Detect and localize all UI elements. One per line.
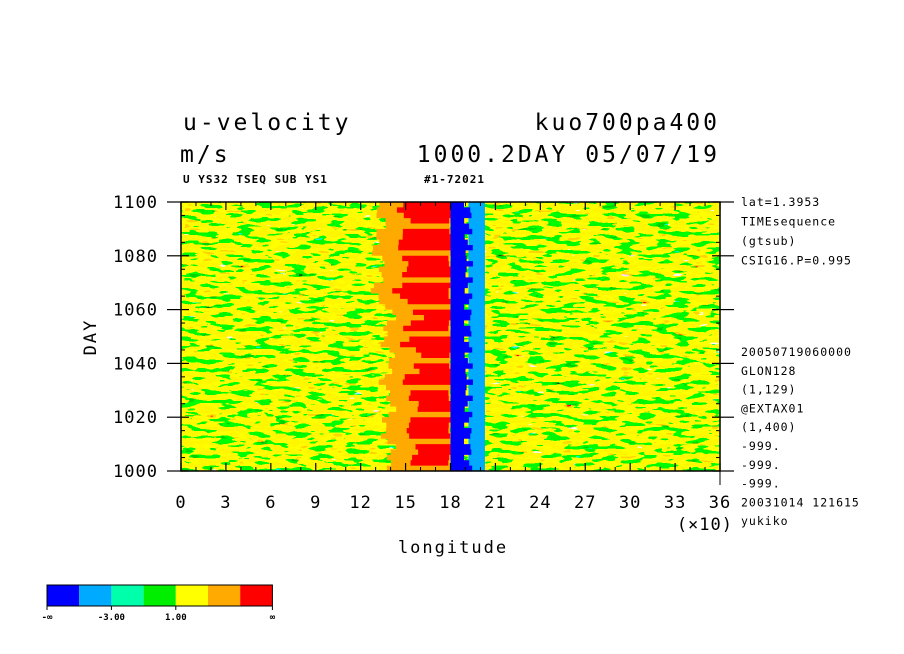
x-tick-label: 33 — [664, 493, 686, 513]
x-tick-label: 12 — [349, 493, 371, 513]
side-info-line: lat=1.3953 — [741, 195, 820, 209]
run-name: kuo700pa400 — [535, 110, 720, 136]
colorbar-swatch — [111, 585, 144, 606]
colorbar-swatch — [47, 585, 80, 606]
x-tick-label: 15 — [394, 493, 416, 513]
x-tick-label: 18 — [439, 493, 461, 513]
units-title: m/s — [180, 142, 231, 168]
heatmap-field — [181, 202, 720, 471]
westerly-band — [370, 202, 485, 471]
side-info-line: -999. — [741, 458, 781, 472]
colorbar-label: -∞ — [42, 613, 53, 623]
blue-band — [450, 202, 473, 471]
colorbar-swatch — [143, 585, 176, 606]
x-tick-label: 36 — [709, 493, 731, 513]
colorbar-label: -3.00 — [98, 613, 125, 623]
y-tick-label: 1020 — [113, 408, 158, 428]
colorbar-swatch — [175, 585, 208, 606]
x-tick-label: 6 — [265, 493, 276, 513]
x-tick-label: 21 — [484, 493, 506, 513]
side-info-line: TIMEsequence — [741, 215, 836, 229]
side-info-line: CSIG16.P=0.995 — [741, 254, 852, 268]
red-band — [392, 202, 453, 466]
colorbar-frame — [46, 584, 273, 607]
y-tick-label: 1000 — [113, 462, 158, 482]
side-info-line: 20050719060000 — [741, 345, 852, 359]
side-info-line: @EXTAX01 — [741, 401, 804, 415]
y-tick-label: 1080 — [113, 247, 158, 267]
colorbar-swatch — [240, 585, 273, 606]
y-axis-label: DAY — [81, 319, 101, 356]
side-info-line: (1,129) — [741, 383, 796, 397]
x-tick-label: 27 — [574, 493, 596, 513]
side-info-line: 20031014 121615 — [741, 495, 860, 509]
colorbar: -∞ -3.00 1.00 ∞ — [42, 584, 276, 623]
x-tick-label: 9 — [310, 493, 321, 513]
variable-title: u-velocity — [183, 110, 351, 136]
colorbar-swatch — [208, 585, 241, 606]
colorbar-label: 1.00 — [165, 613, 187, 623]
y-tick-label: 1100 — [113, 193, 158, 213]
x-tick-label: 3 — [220, 493, 231, 513]
colorbar-label: ∞ — [270, 613, 276, 623]
run-id: #1-72021 — [424, 173, 485, 186]
y-tick-label: 1060 — [113, 301, 158, 321]
cyan-band — [468, 202, 485, 471]
side-info-line: (1,400) — [741, 420, 796, 434]
x-axis-label: longitude — [398, 538, 508, 558]
side-info: lat=1.3953 TIMEsequence (gtsub) CSIG16.P=0.… — [741, 195, 860, 528]
y-tick-label: 1040 — [113, 354, 158, 374]
x-multiplier: (×10) — [677, 515, 733, 535]
side-info-line: (gtsub) — [741, 234, 796, 248]
x-tick-label: 0 — [175, 493, 186, 513]
side-info-line: -999. — [741, 439, 781, 453]
sub-line: U YS32 TSEQ SUB YS1 — [183, 173, 328, 186]
x-tick-label: 24 — [529, 493, 551, 513]
side-info-line: -999. — [741, 477, 781, 491]
side-info-line: GLON128 — [741, 364, 796, 378]
x-tick-label: 30 — [619, 493, 641, 513]
colorbar-swatch — [79, 585, 112, 606]
side-info-line: yukiko — [741, 514, 789, 528]
time-info: 1000.2DAY 05/07/19 — [417, 142, 720, 168]
